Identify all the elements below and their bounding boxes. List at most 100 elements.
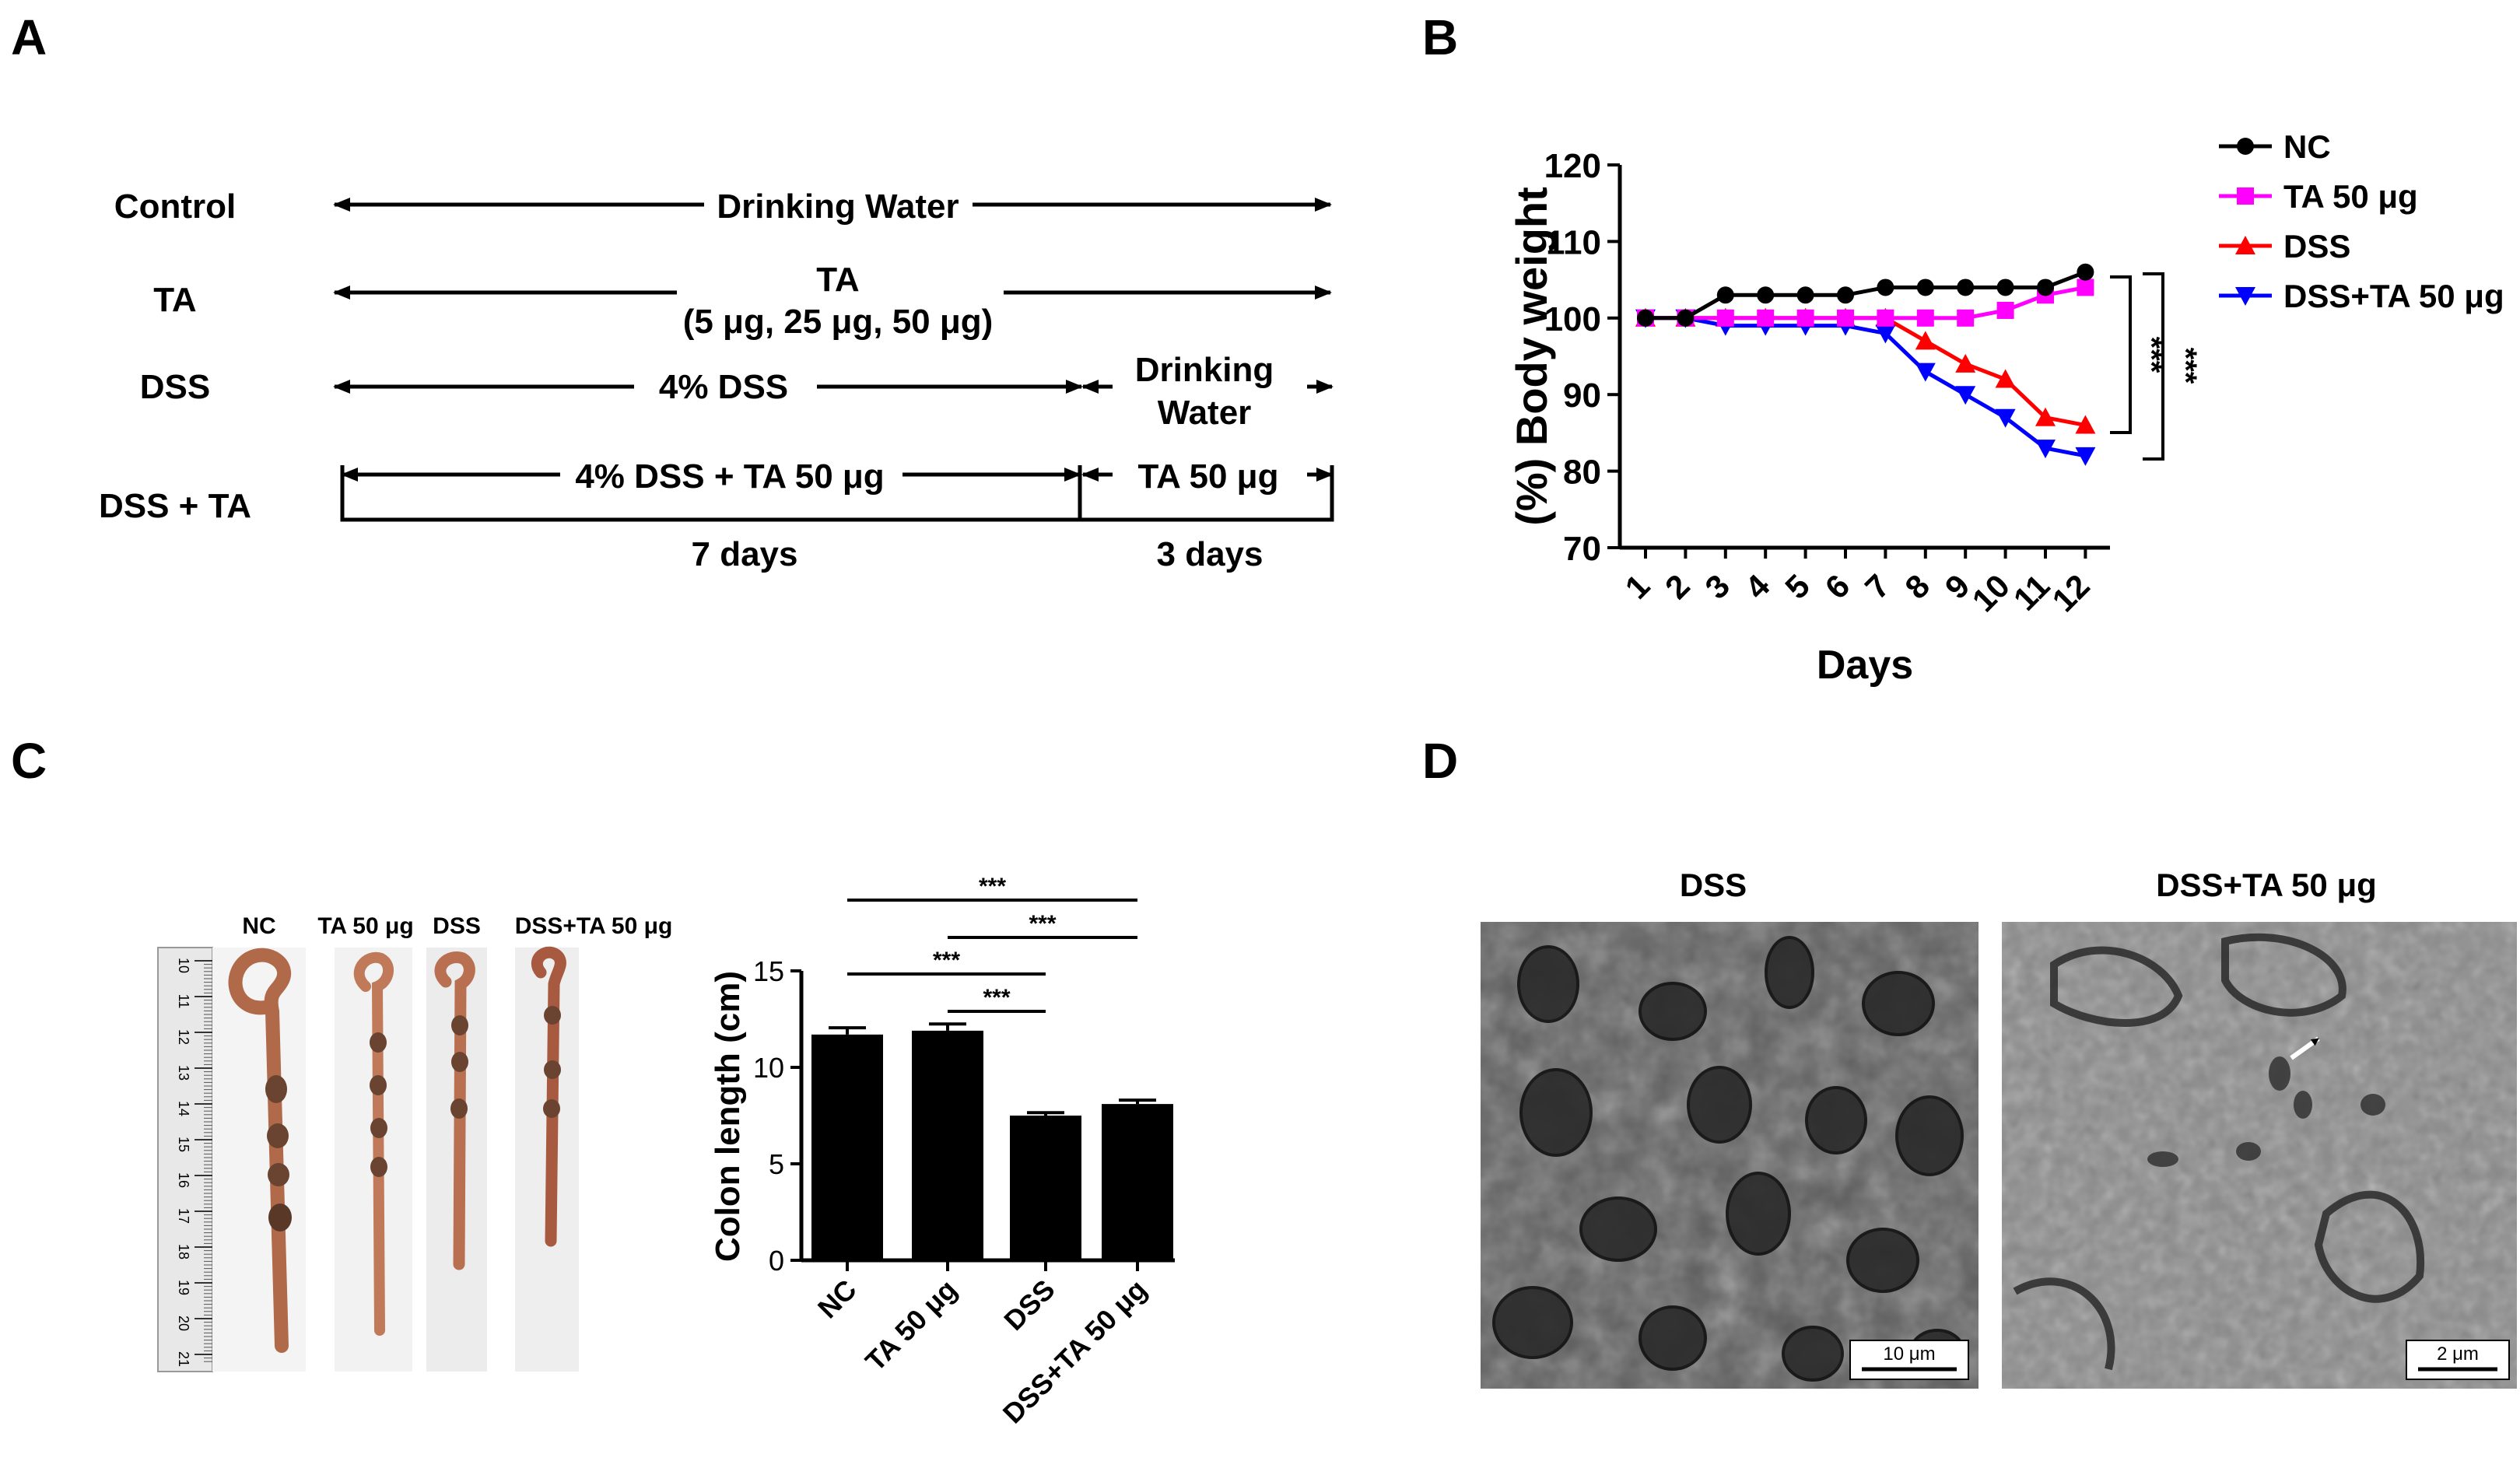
- bracket-7-days: [340, 465, 1082, 522]
- x-tick-label: 12: [2045, 567, 2096, 618]
- data-point: [2035, 407, 2056, 426]
- data-point: [2075, 447, 2096, 466]
- legend-marker: [2237, 187, 2254, 205]
- data-point: [1837, 286, 1854, 304]
- y-tick-label: 120: [1544, 147, 1601, 185]
- bar: [1102, 1104, 1173, 1260]
- legend-label: DSS+TA 50 μg: [2283, 278, 2504, 314]
- photo-label-dss: DSS: [433, 913, 481, 939]
- x-tick-label: 3: [1698, 567, 1737, 606]
- ruler-tick-label: 11: [176, 994, 191, 1009]
- recovery-water-line1: Drinking: [1135, 351, 1274, 389]
- data-point: [1916, 309, 1934, 327]
- photo-label-nc: NC: [242, 913, 275, 939]
- ruler-tick-label: 20: [176, 1316, 191, 1331]
- colon-dss: [434, 951, 475, 1270]
- x-tick-label: 1: [1618, 567, 1657, 606]
- y-tick-label: 90: [1563, 377, 1601, 415]
- data-point: [1916, 279, 1934, 296]
- panel-label-b: B: [1422, 9, 1458, 65]
- group-label-dss-ta: DSS + TA: [99, 487, 251, 525]
- duration-3-days: 3 days: [1157, 535, 1264, 573]
- ruler-tick-label: 13: [176, 1065, 191, 1081]
- series-nc: [1637, 263, 2094, 327]
- bracket-3-days: [1080, 465, 1334, 522]
- x-axis-label: Days: [1817, 643, 1913, 688]
- ruler-tick-label: 17: [176, 1208, 191, 1224]
- y-tick-label: 10: [753, 1052, 784, 1084]
- panel-d-tem: DSS DSS+TA 50 μg: [1481, 867, 2517, 1389]
- ruler-ticks: 10 11 12 13 14 15 16 17 18 19 20 21: [176, 958, 212, 1367]
- x-tick-label: TA 50 μg: [859, 1274, 963, 1378]
- tem-title-dss-ta: DSS+TA 50 μg: [2156, 867, 2377, 903]
- series-line: [1646, 316, 2086, 458]
- data-point: [1677, 309, 1695, 327]
- x-tick-label: 7: [1858, 567, 1897, 606]
- tem-title-dss: DSS: [1680, 867, 1747, 903]
- data-point: [1757, 309, 1775, 327]
- y-tick-label: 70: [1563, 530, 1601, 568]
- photo-label-dss-ta: DSS+TA 50 μg: [515, 913, 673, 939]
- bar: [811, 1034, 883, 1260]
- x-tick-label: 2: [1658, 567, 1697, 606]
- tem-image-dss-ta: 2 μm: [2002, 922, 2517, 1389]
- ruler-tick-label: 19: [176, 1280, 191, 1295]
- data-point: [1837, 309, 1854, 327]
- series-line: [1646, 316, 2086, 428]
- data-point: [1915, 363, 1936, 382]
- ruler-tick-label: 15: [176, 1137, 191, 1152]
- x-tick-label: 8: [1898, 567, 1936, 606]
- colon-photo-nc: [212, 948, 306, 1372]
- significance-label: ***: [1029, 911, 1056, 937]
- x-tick-label: DSS: [997, 1274, 1060, 1337]
- legend-label: DSS: [2283, 228, 2350, 265]
- ruler-tick-label: 14: [176, 1101, 191, 1116]
- data-point: [1957, 279, 1975, 296]
- bar: [1010, 1116, 1081, 1260]
- x-tick-label: 6: [1818, 567, 1857, 606]
- photo-label-ta: TA 50 μg: [317, 913, 413, 939]
- series-dss-ta-50-g: [1635, 309, 2096, 466]
- panel-label-c: C: [11, 733, 47, 789]
- group-label-dss: DSS: [140, 368, 210, 406]
- bar: [912, 1030, 983, 1260]
- ta-label: TA: [816, 261, 859, 299]
- data-point: [1995, 369, 2016, 388]
- panel-a-design: Control Drinking Water TA TA (5 μg, 25 μ…: [99, 187, 1334, 573]
- significance-label: ***: [983, 985, 1010, 1011]
- legend-label: TA 50 μg: [2283, 178, 2418, 215]
- data-point: [1957, 309, 1975, 327]
- data-point: [1716, 309, 1734, 327]
- recovery-water-line2: Water: [1158, 394, 1252, 432]
- y-tick-label: 110: [1546, 223, 1601, 261]
- x-tick-label: 5: [1778, 567, 1817, 606]
- significance-label-dss-ta: ***: [2168, 348, 2203, 384]
- series-dss: [1635, 307, 2096, 434]
- legend-marker: [2235, 287, 2255, 306]
- x-tick-label: NC: [811, 1274, 863, 1325]
- data-point: [1877, 309, 1894, 327]
- significance-label: ***: [979, 874, 1006, 899]
- ruler-tick-label: 21: [176, 1351, 191, 1367]
- panel-c-photos: 10 11 12 13 14 15 16 17 18 19 20 21: [157, 913, 673, 1372]
- colon-ta: [353, 951, 394, 1336]
- data-point: [1955, 386, 1976, 405]
- ta-dose-label: (5 μg, 25 μg, 50 μg): [683, 303, 994, 341]
- arrow-indicator: [2290, 1036, 2320, 1060]
- group-label-control: Control: [114, 187, 236, 226]
- data-point: [1637, 309, 1654, 327]
- duration-7-days: 7 days: [692, 535, 798, 573]
- data-point: [2077, 263, 2094, 281]
- data-point: [1716, 286, 1734, 304]
- ruler-tick-label: 10: [176, 958, 191, 973]
- data-point: [1996, 279, 2014, 296]
- data-point: [2075, 415, 2096, 434]
- drinking-water-label: Drinking Water: [717, 187, 959, 226]
- legend-marker: [2237, 138, 2254, 155]
- data-point: [2077, 279, 2094, 296]
- ruler-tick-label: 12: [176, 1029, 191, 1045]
- x-tick-label: 4: [1738, 567, 1777, 606]
- dss-label: 4% DSS: [659, 368, 788, 406]
